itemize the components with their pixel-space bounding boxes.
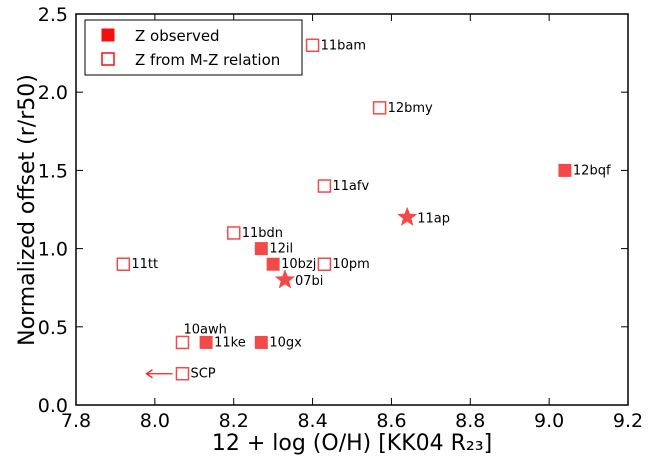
legend-label-observed: Z observed: [135, 27, 220, 45]
legend-label-mz-relation: Z from M-Z relation: [135, 51, 280, 69]
data-point-11tt: [116, 257, 131, 271]
point-label-10bzj: 10bzj: [281, 257, 316, 272]
data-point-10awh: [175, 335, 190, 350]
y-tick-label: 0.0: [38, 395, 68, 417]
x-tick-label: 8.8: [455, 410, 485, 432]
data-point-10pm: [317, 257, 332, 271]
y-tick-label: 2.5: [38, 4, 68, 26]
point-label-12il: 12il: [269, 242, 293, 257]
x-tick-label: 8.0: [140, 410, 170, 432]
x-tick-label: 9.0: [534, 410, 564, 432]
data-point-11afv: [317, 179, 332, 193]
point-label-11bdn: 11bdn: [242, 226, 283, 241]
point-label-11tt: 11tt: [131, 257, 158, 272]
data-point-11ke: [199, 335, 213, 349]
y-axis-title: Normalized offset (r/r50): [15, 74, 40, 346]
point-label-10pm: 10pm: [332, 257, 369, 272]
plot-frame: [75, 13, 629, 406]
point-label-07bi: 07bi: [295, 274, 323, 289]
upper-limit-arrowhead-SCP: [145, 369, 153, 379]
point-label-10awh: 10awh: [183, 322, 226, 337]
x-axis-title: 12 + log (O/H) [KK04 R₂₃]: [212, 431, 492, 456]
x-tick-label: 8.2: [219, 410, 249, 432]
legend: Z observed Z from M-Z relation: [84, 19, 303, 76]
point-label-11ap: 11ap: [417, 211, 450, 226]
point-label-SCP: SCP: [190, 367, 215, 382]
point-label-12bmy: 12bmy: [388, 101, 433, 116]
x-tick-label: 8.6: [376, 410, 406, 432]
data-point-10gx: [254, 335, 268, 349]
x-tick-label: 8.4: [297, 410, 327, 432]
point-label-11bam: 11bam: [321, 38, 366, 53]
data-point-SCP: [175, 366, 190, 381]
x-tick-label: 9.2: [613, 410, 643, 432]
data-point-11ap: [397, 206, 418, 226]
x-tick-label: 7.8: [61, 410, 91, 432]
data-point-11bam: [305, 38, 320, 53]
point-label-11afv: 11afv: [332, 179, 369, 194]
data-point-12il: [254, 242, 268, 256]
data-point-12bqf: [558, 163, 572, 177]
legend-marker-open: [101, 52, 115, 66]
data-point-07bi: [274, 269, 296, 289]
point-label-10gx: 10gx: [269, 335, 302, 350]
tick-group: 7.8 8.0 8.2 8.4 8.6 8.8 9.0 9.2 0.0 0.5 1.0 1.5 2.0 2…: [38, 4, 643, 432]
legend-box: [84, 19, 303, 76]
y-tick-label: 2.0: [38, 82, 68, 104]
point-label-12bqf: 12bqf: [573, 163, 611, 178]
legend-marker-filled: [101, 28, 115, 42]
data-point-10bzj: [266, 257, 280, 271]
data-point-11bdn: [226, 226, 241, 240]
y-tick-label: 1.5: [38, 160, 68, 182]
point-label-11ke: 11ke: [214, 335, 246, 350]
marks-group: [116, 38, 572, 381]
y-tick-label: 1.0: [38, 239, 68, 261]
data-point-12bmy: [372, 101, 387, 115]
y-tick-label: 0.5: [38, 317, 68, 339]
